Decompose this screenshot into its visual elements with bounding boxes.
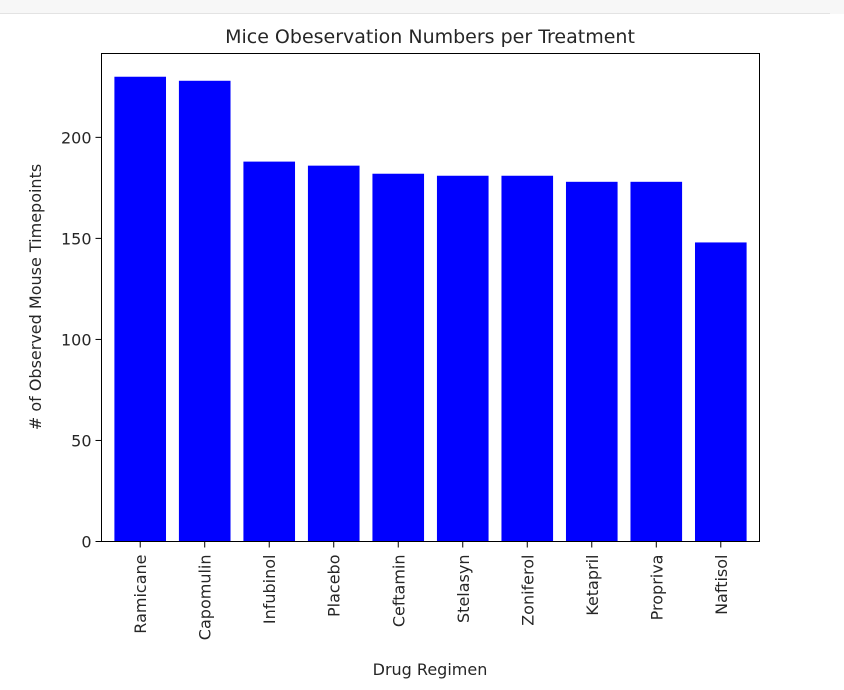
y-tick-label: 50 [71, 431, 91, 450]
cell-output-area: 0 50 100 150 200 Ramicane Capomulin Infubinol P… [0, 14, 844, 690]
x-tick-label: Capomulin [196, 555, 215, 641]
bar-chart: 0 50 100 150 200 Ramicane Capomulin Infubinol P… [26, 26, 760, 679]
y-tick-label: 150 [61, 229, 92, 248]
bar-stelasyn [436, 175, 489, 542]
bar-ramicane [114, 76, 167, 542]
y-tick-label: 0 [81, 533, 91, 552]
x-tick-label: Infubinol [260, 555, 279, 625]
plot-frame [101, 53, 760, 542]
x-tick-label: Ramicane [131, 555, 150, 634]
bar-propriva [630, 181, 683, 542]
x-tick-label: Propriva [647, 555, 666, 621]
y-axis-label: # of Observed Mouse Timepoints [26, 164, 45, 430]
bar-capomulin [178, 80, 231, 542]
x-axis-label: Drug Regimen [373, 660, 488, 679]
bar-ketapril [565, 181, 618, 542]
x-tick-label: Stelasyn [454, 555, 473, 623]
bar-zoniferol [501, 175, 554, 542]
x-tick-label: Ceftamin [389, 555, 408, 628]
x-tick-label: Ketapril [583, 555, 602, 616]
y-axis: 0 50 100 150 200 [61, 128, 102, 552]
x-tick-label: Placebo [325, 555, 344, 617]
bar-ceftamin [372, 173, 425, 542]
bar-placebo [307, 165, 360, 542]
x-tick-label: Zoniferol [518, 555, 537, 626]
cell-divider [0, 13, 830, 14]
chart-title: Mice Obeservation Numbers per Treatment [225, 26, 635, 48]
y-tick-label: 100 [61, 330, 92, 349]
bar-naftisol [694, 242, 747, 542]
notebook-cell-top-strip [0, 0, 844, 14]
y-tick-label: 200 [61, 128, 92, 147]
x-axis: Ramicane Capomulin Infubinol Placebo Ceftami… [131, 541, 731, 641]
bars-layer [114, 76, 747, 542]
bar-infubinol [243, 161, 296, 542]
x-tick-label: Naftisol [712, 555, 731, 615]
